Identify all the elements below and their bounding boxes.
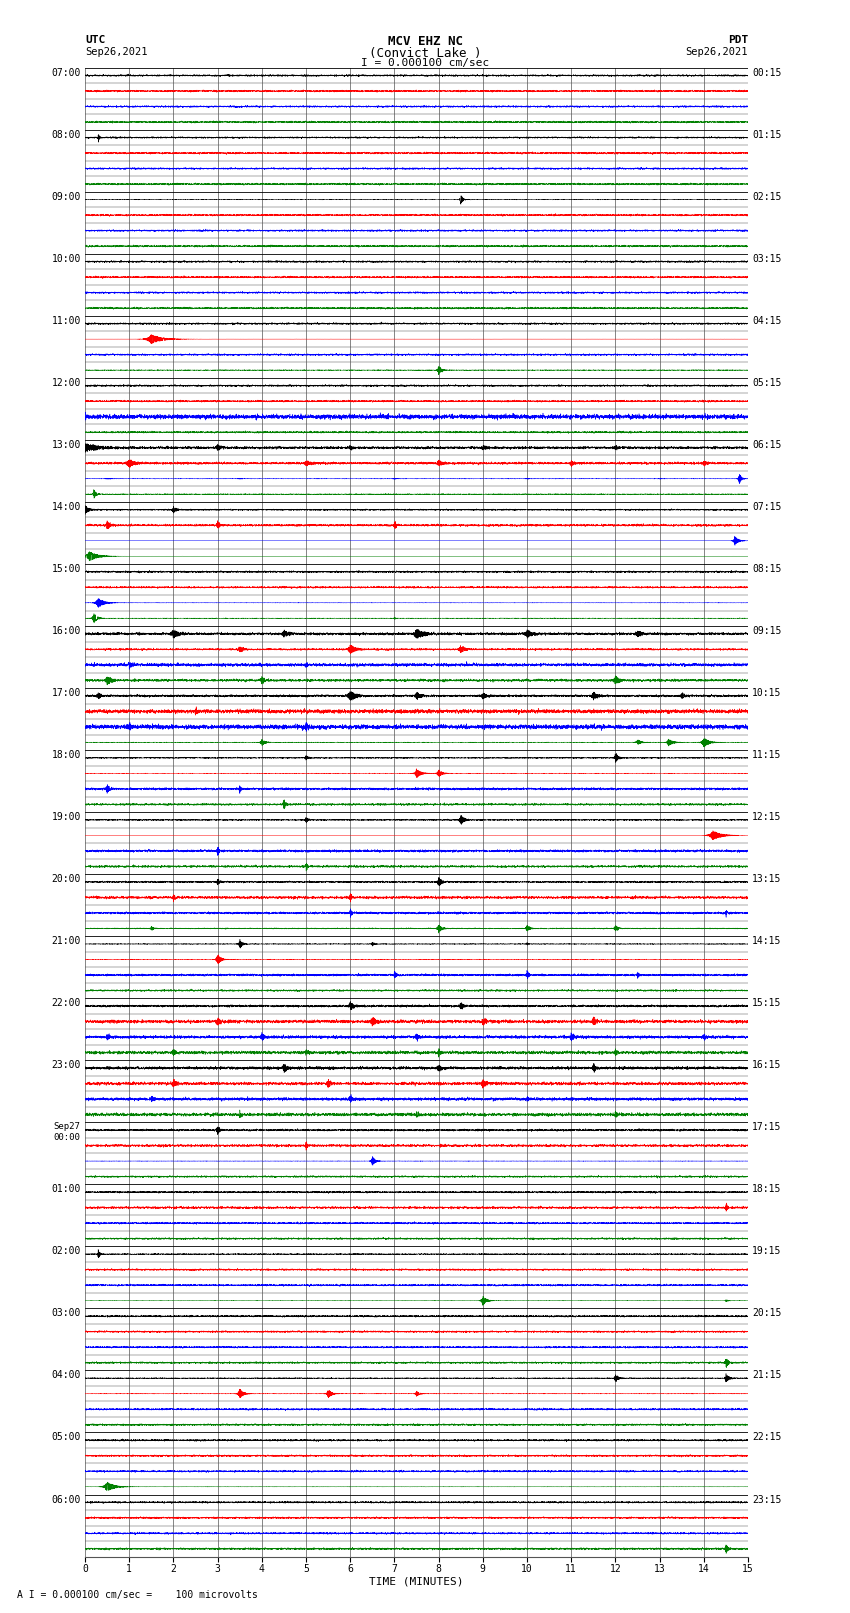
- Text: 15:00: 15:00: [51, 565, 81, 574]
- Text: UTC: UTC: [85, 35, 105, 45]
- Text: 09:15: 09:15: [752, 626, 782, 636]
- Text: 04:00: 04:00: [51, 1371, 81, 1381]
- Text: 03:00: 03:00: [51, 1308, 81, 1318]
- Text: 18:15: 18:15: [752, 1184, 782, 1194]
- Text: 11:00: 11:00: [51, 316, 81, 326]
- Text: 21:00: 21:00: [51, 936, 81, 947]
- Text: 06:15: 06:15: [752, 440, 782, 450]
- Text: 08:15: 08:15: [752, 565, 782, 574]
- Text: 15:15: 15:15: [752, 998, 782, 1008]
- Text: I = 0.000100 cm/sec: I = 0.000100 cm/sec: [361, 58, 489, 68]
- Text: PDT: PDT: [728, 35, 748, 45]
- Text: 12:15: 12:15: [752, 813, 782, 823]
- Text: 10:15: 10:15: [752, 689, 782, 698]
- Text: 07:15: 07:15: [752, 502, 782, 511]
- Text: 08:00: 08:00: [51, 129, 81, 140]
- Text: Sep26,2021: Sep26,2021: [85, 47, 148, 56]
- Text: 14:15: 14:15: [752, 936, 782, 947]
- X-axis label: TIME (MINUTES): TIME (MINUTES): [369, 1578, 464, 1587]
- Text: 07:00: 07:00: [51, 68, 81, 77]
- Text: 01:00: 01:00: [51, 1184, 81, 1194]
- Text: 19:00: 19:00: [51, 813, 81, 823]
- Text: 02:15: 02:15: [752, 192, 782, 202]
- Text: 16:00: 16:00: [51, 626, 81, 636]
- Text: 19:15: 19:15: [752, 1247, 782, 1257]
- Text: (Convict Lake ): (Convict Lake ): [369, 47, 481, 60]
- Text: 21:15: 21:15: [752, 1371, 782, 1381]
- Text: 16:15: 16:15: [752, 1060, 782, 1071]
- Text: 03:15: 03:15: [752, 253, 782, 265]
- Text: 17:00: 17:00: [51, 689, 81, 698]
- Text: 23:00: 23:00: [51, 1060, 81, 1071]
- Text: 04:15: 04:15: [752, 316, 782, 326]
- Text: 11:15: 11:15: [752, 750, 782, 760]
- Text: 22:00: 22:00: [51, 998, 81, 1008]
- Text: Sep26,2021: Sep26,2021: [685, 47, 748, 56]
- Text: 13:00: 13:00: [51, 440, 81, 450]
- Text: 05:15: 05:15: [752, 377, 782, 387]
- Text: 13:15: 13:15: [752, 874, 782, 884]
- Text: 05:00: 05:00: [51, 1432, 81, 1442]
- Text: 18:00: 18:00: [51, 750, 81, 760]
- Text: A I = 0.000100 cm/sec =    100 microvolts: A I = 0.000100 cm/sec = 100 microvolts: [17, 1590, 258, 1600]
- Text: 23:15: 23:15: [752, 1495, 782, 1505]
- Text: 12:00: 12:00: [51, 377, 81, 387]
- Text: 20:15: 20:15: [752, 1308, 782, 1318]
- Text: 14:00: 14:00: [51, 502, 81, 511]
- Text: 09:00: 09:00: [51, 192, 81, 202]
- Text: Sep27
00:00: Sep27 00:00: [54, 1123, 81, 1142]
- Text: 20:00: 20:00: [51, 874, 81, 884]
- Text: 06:00: 06:00: [51, 1495, 81, 1505]
- Text: 01:15: 01:15: [752, 129, 782, 140]
- Text: MCV EHZ NC: MCV EHZ NC: [388, 35, 462, 48]
- Text: 22:15: 22:15: [752, 1432, 782, 1442]
- Text: 02:00: 02:00: [51, 1247, 81, 1257]
- Text: 00:15: 00:15: [752, 68, 782, 77]
- Text: 17:15: 17:15: [752, 1123, 782, 1132]
- Text: 10:00: 10:00: [51, 253, 81, 265]
